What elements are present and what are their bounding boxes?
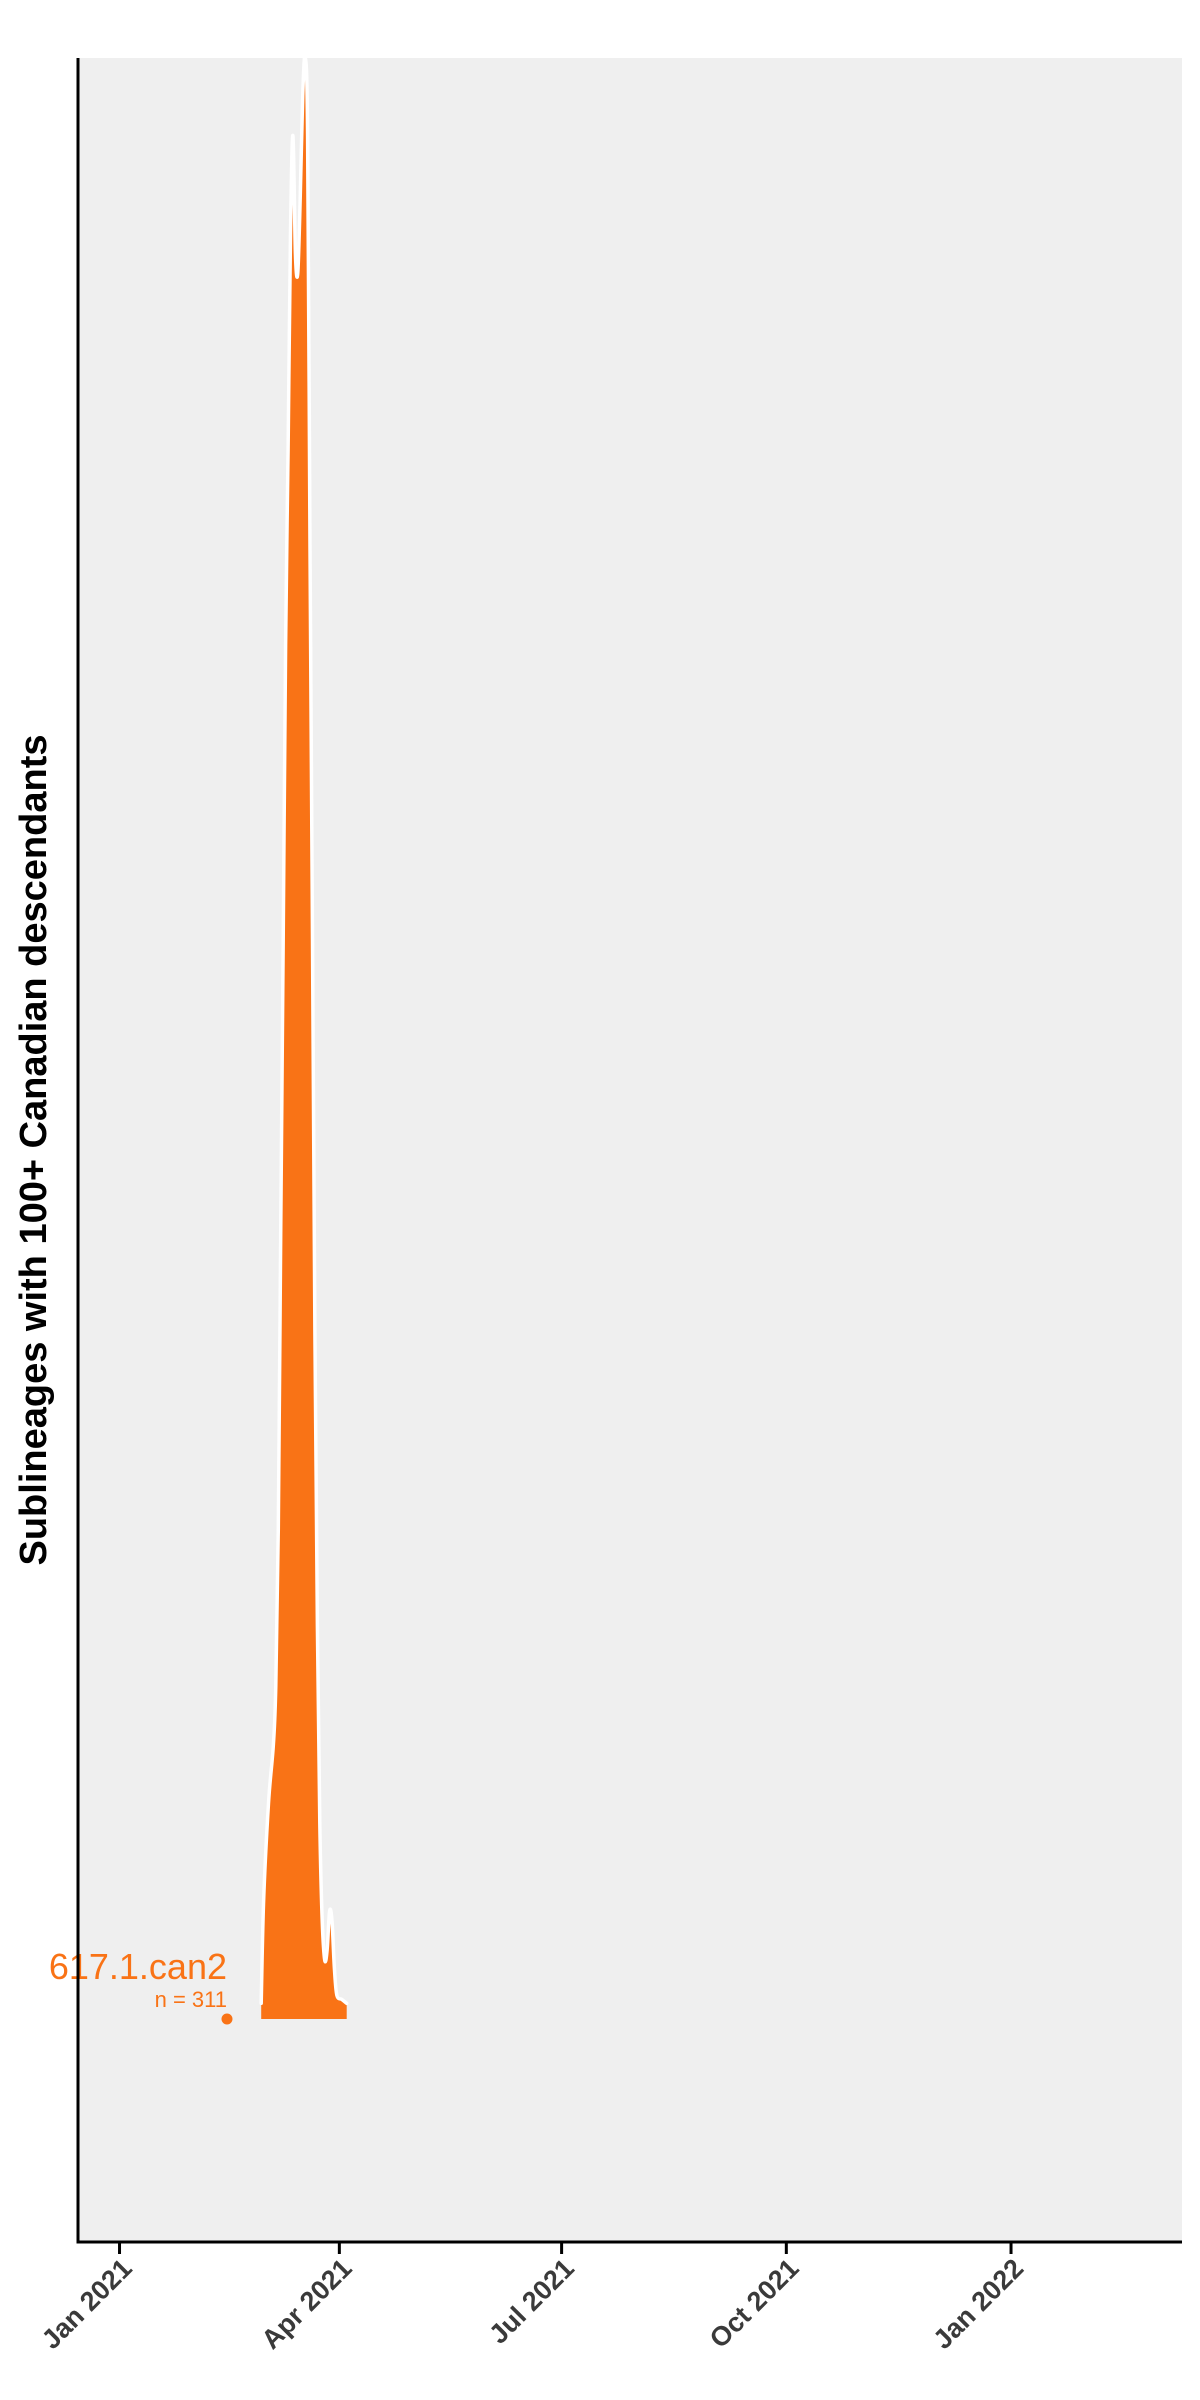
density-ridge-outline (259, 54, 349, 2006)
plot-panel (78, 58, 1182, 2242)
x-tick-label: Oct 2021 (704, 2253, 805, 2354)
x-tick-label: Jan 2021 (36, 2253, 138, 2355)
x-tick-label: Apr 2021 (256, 2253, 358, 2355)
x-tick-label: Jan 2022 (927, 2253, 1029, 2355)
y-axis-title: Sublineages with 100+ Canadian descendan… (13, 735, 55, 1566)
lineage-label: 617.1.can2 (49, 1946, 227, 1987)
density-ridge-fill (261, 55, 347, 2019)
axis-layer (76, 58, 1182, 2244)
count-label: n = 311 (155, 1987, 227, 2012)
origin-point (221, 2013, 233, 2025)
x-tick-label: Jul 2021 (483, 2253, 580, 2350)
x-tick-layer: Jan 2021 Apr 2021 Jul 2021 Oct 2021 Jan 2022 (36, 2242, 1029, 2355)
